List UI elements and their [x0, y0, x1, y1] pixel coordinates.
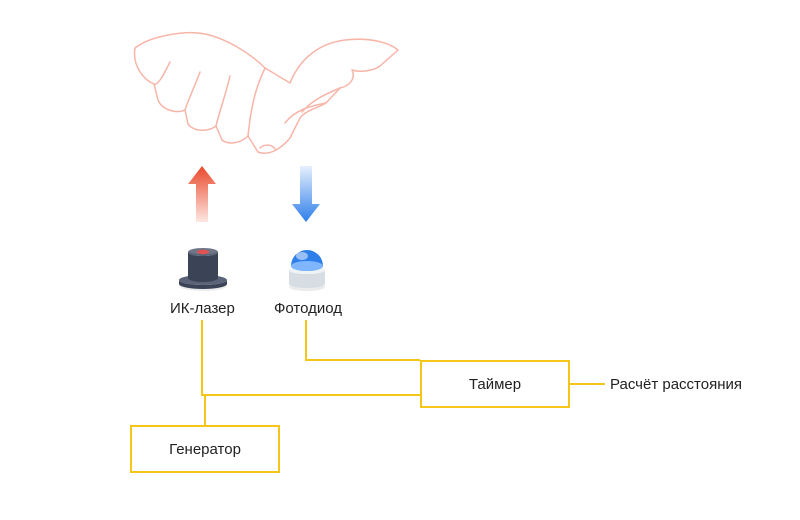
connector-wires: [0, 0, 800, 520]
photodiode-icon: [282, 236, 332, 292]
up-arrow-icon: [188, 166, 216, 222]
output-label: Расчёт расстояния: [610, 376, 742, 393]
diagram-stage: ИК-лазер Фотодиод Генератор Таймер Расчё…: [0, 0, 800, 520]
generator-box-label: Генератор: [169, 441, 241, 458]
down-arrow-icon: [292, 166, 320, 222]
timer-box: Таймер: [420, 360, 570, 408]
hand-illustration: [130, 28, 400, 158]
ir-laser-label: ИК-лазер: [170, 300, 235, 317]
ir-laser-icon: [178, 236, 228, 292]
generator-box: Генератор: [130, 425, 280, 473]
photodiode-label: Фотодиод: [274, 300, 342, 317]
timer-box-label: Таймер: [469, 376, 521, 393]
